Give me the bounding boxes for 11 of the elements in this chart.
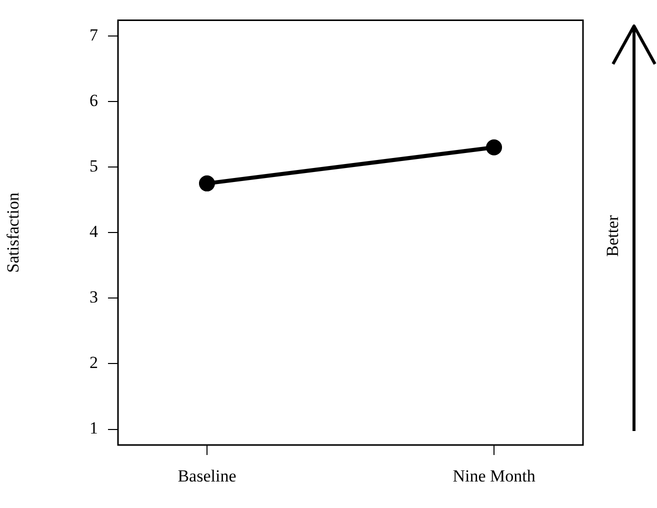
y-tick-label: 2	[90, 353, 98, 372]
x-tick-label: Baseline	[178, 466, 236, 486]
y-tick-label: 1	[90, 418, 98, 438]
y-tick-label: 5	[90, 156, 98, 176]
y-tick-label: 6	[90, 90, 98, 110]
y-axis-title: Satisfaction	[4, 192, 23, 273]
y-tick-label: 4	[90, 222, 98, 242]
y-tick-label: 3	[90, 288, 98, 307]
y-tick-label: 7	[90, 25, 98, 44]
text: Better	[603, 215, 623, 257]
x-tick-label: Nine Month	[452, 466, 536, 486]
